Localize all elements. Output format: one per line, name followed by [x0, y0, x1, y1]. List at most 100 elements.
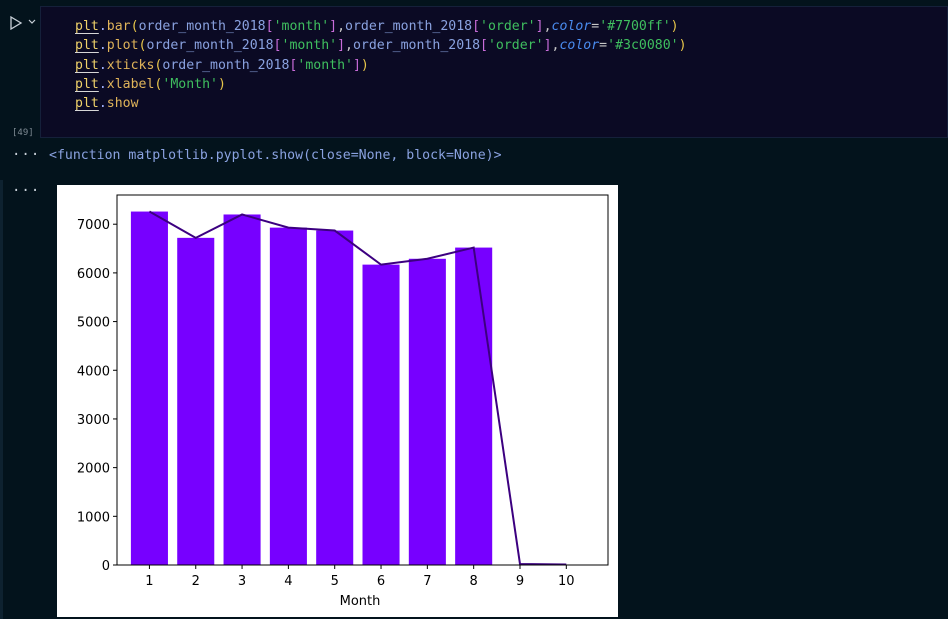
bar-6: [362, 264, 400, 565]
code-token: [: [472, 19, 481, 34]
output-menu-icon[interactable]: ···: [12, 147, 41, 163]
output-text: <function matplotlib.pyplot.show(close=N…: [49, 148, 502, 163]
code-token: xlabel: [106, 76, 155, 92]
x-tick-label: 2: [192, 574, 200, 589]
y-tick-label: 7000: [77, 218, 110, 233]
code-token: plot: [106, 38, 139, 54]
bar-3: [223, 214, 261, 565]
code-line: plt.show: [75, 94, 687, 113]
code-token: [: [273, 38, 282, 54]
code-token: [: [265, 19, 274, 34]
code-token: plt: [75, 19, 99, 34]
code-token: (: [130, 19, 139, 34]
code-token: xticks: [106, 57, 155, 73]
code-cell[interactable]: [49] plt.bar(order_month_2018['month'],o…: [0, 0, 948, 140]
execution-count: [49]: [12, 128, 34, 138]
bar-chart: Month 1 2 3 4 5 6 7 8 9 10 0 1000 2000 3000 4000 5000 60…: [77, 194, 609, 609]
chevron-down-icon[interactable]: [27, 17, 37, 27]
code-token: 'order': [487, 38, 544, 54]
code-token: plt: [75, 96, 99, 112]
code-token: plt: [75, 57, 99, 73]
code-line: plt.bar(order_month_2018['month'],order_…: [75, 17, 687, 36]
code-token: .: [98, 96, 107, 112]
code-editor[interactable]: plt.bar(order_month_2018['month'],order_…: [40, 6, 948, 138]
x-axis-label: Month: [340, 594, 381, 609]
code-token: order_month_2018: [162, 57, 290, 73]
code-token: color: [551, 19, 592, 34]
bar-2: [177, 237, 215, 565]
code-token: order_month_2018: [138, 19, 266, 34]
code-token: ]: [543, 38, 552, 54]
code-token: 'Month': [162, 76, 218, 92]
code-token: ]: [329, 19, 338, 34]
x-tick-label: 10: [558, 574, 575, 589]
code-token: ): [217, 76, 226, 92]
code-token: plt: [75, 38, 99, 54]
code-token: ,: [337, 19, 346, 34]
code-token: ,: [345, 38, 353, 54]
axes-frame: [116, 194, 609, 566]
code-token: .: [98, 38, 107, 54]
code-token: order_month_2018: [352, 38, 481, 54]
y-tick-label: 6000: [77, 267, 110, 282]
code-token: '#3c0080': [607, 38, 679, 54]
code-token: 'month': [297, 57, 353, 73]
code-line: plt.xlabel('Month'): [75, 75, 687, 94]
x-tick-label: 4: [284, 574, 292, 589]
code-token: =: [591, 19, 600, 34]
plot-output: Month 1 2 3 4 5 6 7 8 9 10 0 1000 2000 3000 4000 5000 60…: [57, 185, 618, 617]
code-token: order_month_2018: [146, 38, 274, 54]
code-token: ,: [551, 38, 560, 54]
code-token: =: [599, 38, 608, 54]
y-tick-label: 1000: [77, 510, 110, 525]
x-tick-label: 5: [331, 574, 339, 589]
code-token: ): [670, 19, 679, 34]
code-token: ): [360, 57, 369, 73]
y-tick-label: 4000: [77, 364, 110, 379]
bar-5: [316, 230, 354, 565]
code-token: bar: [106, 19, 131, 34]
code-token: show: [106, 96, 139, 112]
code-token: .: [98, 19, 107, 34]
x-tick-label: 1: [145, 574, 153, 589]
output-menu-icon-2[interactable]: ···: [12, 183, 41, 199]
bar-8: [455, 247, 493, 565]
x-tick-label: 6: [377, 574, 385, 589]
bar-7: [408, 258, 446, 565]
code-line: plt.xticks(order_month_2018['month']): [75, 56, 687, 75]
code-token: '#7700ff': [599, 19, 671, 34]
code-token: .: [98, 76, 107, 92]
code-token: ]: [352, 57, 361, 73]
code-token: color: [559, 38, 600, 54]
code-token: .: [98, 57, 107, 73]
code-token: [: [480, 38, 488, 54]
y-tick-label: 3000: [77, 413, 110, 428]
code-token: ,: [543, 19, 552, 34]
code-token: 'month': [273, 19, 330, 34]
x-tick-label: 3: [238, 574, 246, 589]
code-line: plt.plot(order_month_2018['month'],order…: [75, 36, 687, 55]
code-token: (: [154, 76, 163, 92]
y-tick-label: 2000: [77, 462, 110, 477]
code-token: ]: [535, 19, 544, 34]
cell-gutter: [49]: [0, 6, 40, 138]
code-token: (: [154, 57, 163, 73]
code-lines: plt.bar(order_month_2018['month'],order_…: [75, 17, 687, 113]
code-token: [: [289, 57, 298, 73]
x-tick-label: 8: [470, 574, 478, 589]
code-token: 'month': [281, 38, 338, 54]
code-token: order_month_2018: [345, 19, 473, 34]
x-tick-label: 7: [423, 574, 431, 589]
code-token: ): [678, 38, 687, 54]
run-cell-icon[interactable]: [9, 16, 23, 30]
output-scrollbar: [0, 180, 3, 619]
x-tick-label: 9: [516, 574, 524, 589]
y-tick-label: 5000: [77, 316, 110, 331]
bar-4: [269, 227, 307, 566]
code-token: (: [138, 38, 147, 54]
code-token: 'order': [480, 19, 536, 34]
y-tick-label: 0: [102, 559, 110, 574]
bar-1: [130, 211, 168, 566]
code-token: plt: [75, 76, 99, 92]
code-token: ]: [337, 38, 346, 54]
